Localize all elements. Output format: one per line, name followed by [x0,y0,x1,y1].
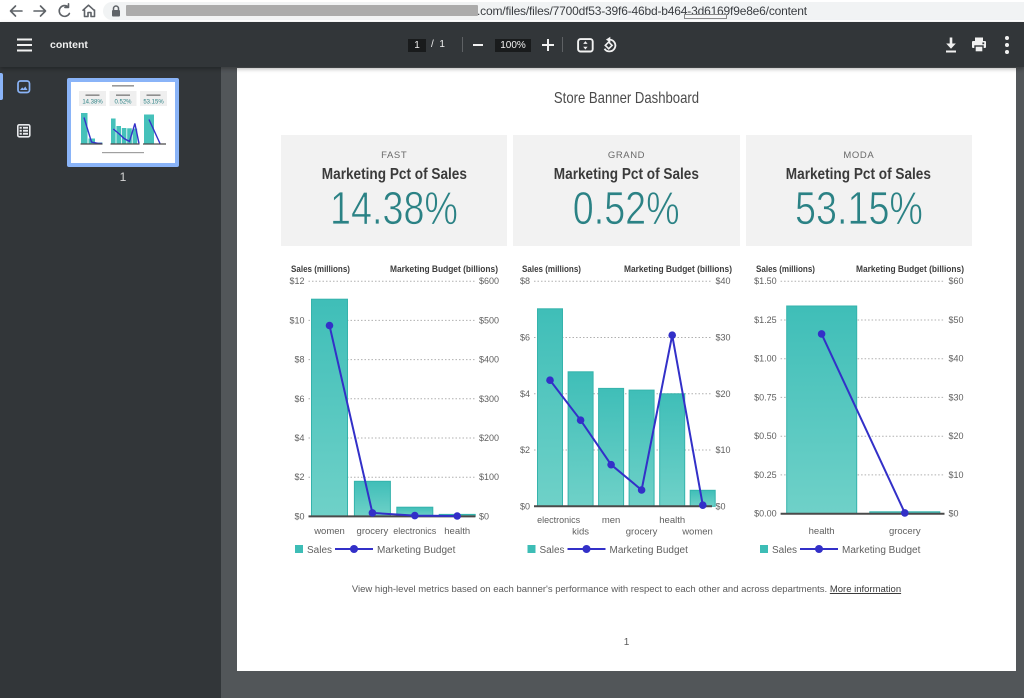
svg-text:$30: $30 [949,392,964,402]
svg-text:$300: $300 [479,394,499,404]
svg-text:Marketing Budget (billions): Marketing Budget (billions) [624,264,732,274]
svg-text:$2: $2 [520,445,530,455]
svg-text:$0: $0 [294,511,304,521]
svg-text:Sales: Sales [772,545,797,556]
svg-text:electronics: electronics [393,526,436,537]
svg-text:$0: $0 [949,509,959,519]
svg-text:$20: $20 [716,389,731,399]
svg-text:electronics: electronics [537,515,580,526]
svg-text:$60: $60 [949,276,964,286]
svg-text:$6: $6 [520,333,530,343]
svg-text:$0: $0 [716,501,726,511]
svg-text:Sales: Sales [540,545,565,556]
svg-text:$30: $30 [716,333,731,343]
svg-text:$100: $100 [479,472,499,482]
svg-text:men: men [602,515,620,526]
svg-text:$12: $12 [289,276,304,286]
svg-text:$40: $40 [949,354,964,364]
svg-text:Marketing Budget: Marketing Budget [842,545,921,556]
svg-text:$4: $4 [520,389,530,399]
svg-text:$6: $6 [294,394,304,404]
svg-text:$4: $4 [294,433,304,443]
svg-text:53.15%: 53.15% [143,100,164,106]
svg-text:$1.25: $1.25 [754,315,777,325]
svg-text:$40: $40 [716,276,731,286]
svg-text:$0.50: $0.50 [754,431,777,441]
svg-text:Marketing Budget (billions): Marketing Budget (billions) [390,264,498,274]
svg-text:$0.75: $0.75 [754,392,777,402]
svg-text:$50: $50 [949,315,964,325]
svg-text:grocery: grocery [357,526,389,537]
svg-text:Marketing Budget: Marketing Budget [610,545,689,556]
svg-text:$10: $10 [716,445,731,455]
svg-text:grocery: grocery [626,527,658,538]
svg-text:health: health [809,526,835,537]
svg-text:$0: $0 [479,511,489,521]
svg-text:health: health [444,526,470,537]
svg-text:$1.00: $1.00 [754,354,777,364]
svg-text:kids: kids [572,527,589,538]
svg-text:$500: $500 [479,315,499,325]
svg-text:Marketing Budget (billions): Marketing Budget (billions) [856,264,964,274]
svg-text:$0.25: $0.25 [754,470,777,480]
svg-text:$20: $20 [949,431,964,441]
svg-text:14.38%: 14.38% [82,100,103,106]
svg-text:$600: $600 [479,276,499,286]
svg-text:grocery: grocery [889,526,921,537]
svg-text:$10: $10 [949,470,964,480]
svg-text:women: women [681,527,713,538]
svg-text:Sales (millions): Sales (millions) [291,264,350,274]
svg-text:health: health [659,515,685,526]
svg-text:0.52%: 0.52% [114,100,132,106]
svg-text:Marketing Budget: Marketing Budget [377,545,456,556]
svg-text:$8: $8 [294,355,304,365]
svg-text:$8: $8 [520,276,530,286]
svg-text:$0: $0 [520,501,530,511]
svg-text:$2: $2 [294,472,304,482]
svg-text:$1.50: $1.50 [754,276,777,286]
svg-text:$0.00: $0.00 [754,509,777,519]
svg-text:$10: $10 [289,315,304,325]
svg-text:Sales (millions): Sales (millions) [522,264,581,274]
svg-text:$200: $200 [479,433,499,443]
svg-text:Sales (millions): Sales (millions) [756,264,815,274]
svg-text:women: women [313,526,345,537]
svg-text:Sales: Sales [307,545,332,556]
svg-text:$400: $400 [479,355,499,365]
